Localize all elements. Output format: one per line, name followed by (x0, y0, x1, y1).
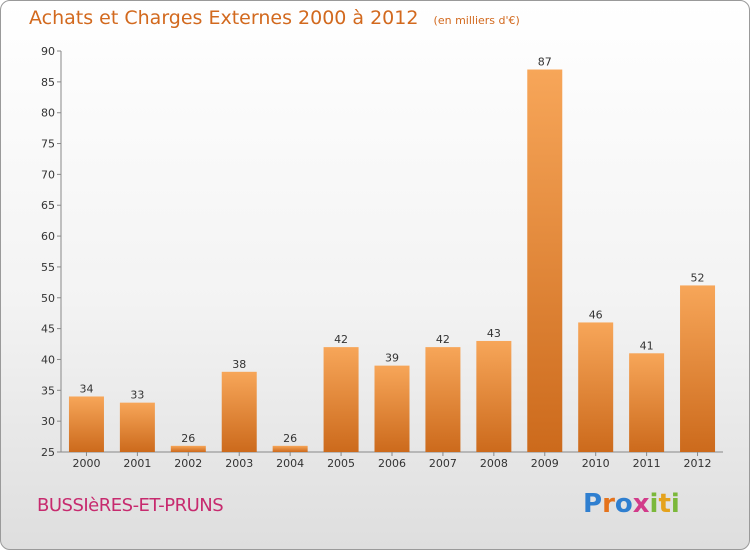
bar-value-label: 26 (181, 432, 195, 445)
x-tick-label: 2000 (72, 457, 100, 470)
bar (119, 402, 155, 452)
bar-value-label: 87 (538, 56, 552, 69)
x-tick-label: 2004 (276, 457, 304, 470)
bar (527, 69, 563, 452)
bar (272, 445, 308, 452)
bar (374, 365, 410, 452)
bar (476, 340, 512, 452)
bar-value-label: 42 (436, 333, 450, 346)
commune-name: BUSSIèRES-ET-PRUNS (37, 495, 224, 516)
x-tick-label: 2009 (531, 457, 559, 470)
bar-value-label: 41 (640, 339, 654, 352)
bar-value-label: 43 (487, 327, 501, 340)
bar (680, 285, 716, 452)
x-tick-label: 2010 (582, 457, 610, 470)
y-tick-label: 25 (41, 446, 55, 459)
x-tick-label: 2005 (327, 457, 355, 470)
bar-value-label: 46 (589, 308, 603, 321)
y-tick-label: 70 (41, 168, 55, 181)
y-tick-label: 40 (41, 353, 55, 366)
proxiti-logo: Proxiti (583, 489, 680, 519)
chart-title: Achats et Charges Externes 2000 à 2012 (29, 7, 419, 29)
x-tick-label: 2003 (225, 457, 253, 470)
y-tick-label: 35 (41, 384, 55, 397)
bar-value-label: 38 (232, 358, 246, 371)
bar (68, 396, 104, 452)
bar (170, 445, 206, 452)
chart-unit: (en milliers d'€) (433, 14, 520, 27)
y-tick-label: 90 (41, 45, 55, 58)
bar (425, 347, 461, 452)
y-tick-label: 75 (41, 138, 55, 151)
x-tick-label: 2008 (480, 457, 508, 470)
bar-value-label: 26 (283, 432, 297, 445)
y-tick-label: 55 (41, 261, 55, 274)
title-block: Achats et Charges Externes 2000 à 2012 (… (29, 7, 520, 29)
data-labels: 34 33 26 38 26 42 39 42 43 87 46 41 52 (79, 56, 704, 445)
y-tick-label: 65 (41, 199, 55, 212)
y-tick-label: 60 (41, 230, 55, 243)
x-tick-label: 2002 (174, 457, 202, 470)
bar-value-label: 52 (691, 271, 705, 284)
bar-value-label: 33 (130, 389, 144, 402)
y-tick-label: 30 (41, 415, 55, 428)
y-tick-label: 80 (41, 107, 55, 120)
x-tick-label: 2007 (429, 457, 457, 470)
bars (68, 69, 716, 452)
bar-value-label: 34 (79, 382, 93, 395)
bar (629, 353, 665, 452)
y-tick-label: 85 (41, 76, 55, 89)
bar-value-label: 39 (385, 352, 399, 365)
y-tick-label: 50 (41, 292, 55, 305)
y-tick-label: 45 (41, 323, 55, 336)
x-tick-label: 2012 (684, 457, 712, 470)
x-tick-label: 2001 (123, 457, 151, 470)
bar (323, 347, 359, 452)
x-tick-label: 2006 (378, 457, 406, 470)
bar-value-label: 42 (334, 333, 348, 346)
x-tick-label: 2011 (633, 457, 661, 470)
bar (578, 322, 614, 452)
bar (221, 371, 257, 452)
